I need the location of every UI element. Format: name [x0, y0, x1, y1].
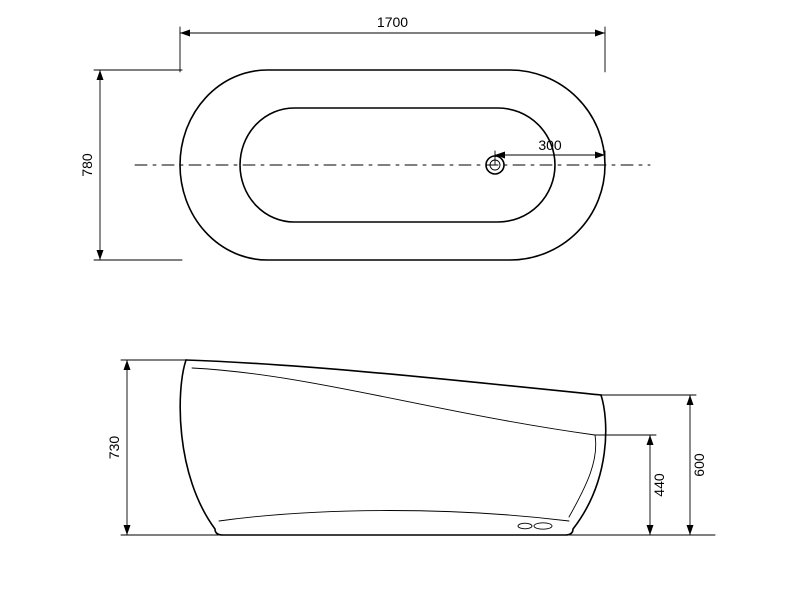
dim-drain-label: 300 [538, 137, 562, 153]
bathtub-technical-drawing: 1700 780 300 730 600 440 [0, 0, 800, 600]
dim-length-label: 1700 [377, 14, 408, 30]
dim-back-height-label: 600 [691, 453, 707, 477]
dim-overall-height-label: 730 [106, 436, 122, 460]
dim-water-height-label: 440 [651, 473, 667, 497]
dim-width-label: 780 [79, 153, 95, 177]
